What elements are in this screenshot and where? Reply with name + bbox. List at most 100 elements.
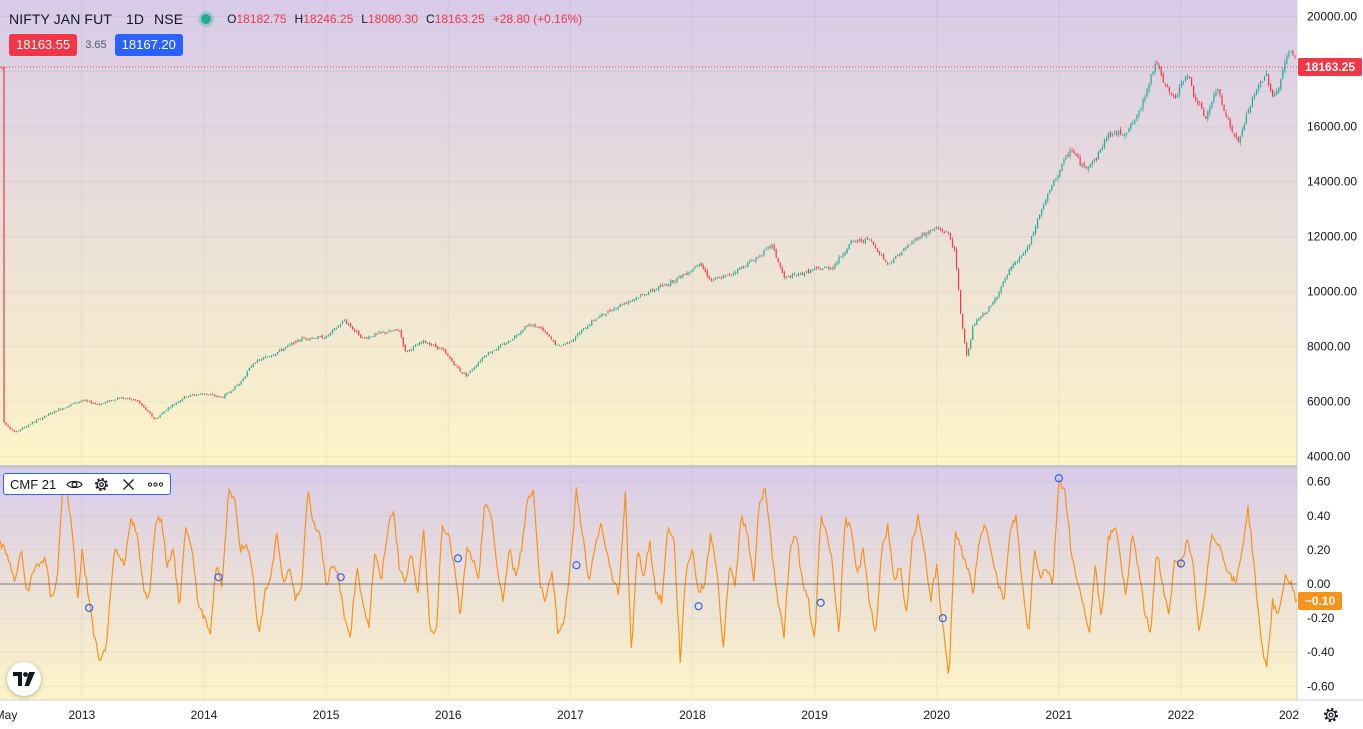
candle	[240, 380, 242, 386]
candle	[418, 341, 421, 346]
candle	[54, 410, 56, 414]
candle	[1231, 124, 1233, 134]
candle	[374, 332, 376, 338]
cmf-marker	[694, 602, 703, 611]
candle	[526, 324, 528, 328]
candle	[102, 403, 104, 405]
candle	[212, 392, 214, 396]
candle	[427, 342, 429, 345]
candle	[822, 268, 824, 271]
candle	[299, 338, 301, 343]
close-icon[interactable]	[120, 476, 137, 493]
candle	[370, 336, 372, 338]
candle	[171, 404, 173, 409]
candle	[514, 334, 516, 340]
candle	[19, 429, 21, 432]
ask-price-button[interactable]: 18167.20	[114, 34, 183, 56]
candle	[826, 266, 828, 269]
eye-icon[interactable]	[66, 476, 83, 493]
candle	[574, 335, 577, 342]
gear-icon[interactable]	[93, 476, 110, 493]
candle	[601, 313, 603, 318]
tradingview-logo[interactable]	[7, 662, 41, 696]
candle	[1186, 73, 1189, 80]
symbol-legend[interactable]: NIFTY JAN FUT 1D NSE O18182.75 H18246.25…	[9, 10, 582, 28]
candle	[333, 328, 335, 332]
candle	[1261, 80, 1264, 83]
symbol-name[interactable]: NIFTY JAN FUT	[9, 11, 112, 27]
candle	[1146, 87, 1148, 99]
more-icon[interactable]	[147, 476, 164, 493]
candle	[1099, 148, 1102, 154]
candle	[329, 332, 331, 337]
candle	[595, 319, 597, 322]
candle	[552, 339, 554, 342]
candle	[558, 344, 560, 346]
candle	[246, 370, 248, 378]
indicator-label[interactable]: CMF 21	[10, 476, 57, 492]
candle	[872, 241, 875, 246]
candle	[1188, 76, 1191, 79]
candle	[368, 335, 370, 340]
candle	[1217, 88, 1219, 94]
candle	[779, 262, 781, 270]
candle	[941, 228, 943, 234]
candle	[862, 239, 864, 244]
candle	[92, 402, 94, 405]
candle	[465, 371, 467, 378]
candle	[1006, 274, 1008, 280]
candle	[660, 283, 662, 288]
bid-price-button[interactable]: 18163.55	[9, 34, 78, 56]
candle	[451, 357, 453, 362]
candle	[1176, 93, 1179, 99]
candle	[98, 403, 100, 406]
candle	[137, 400, 139, 403]
candle	[688, 271, 690, 276]
candle	[43, 415, 46, 419]
candle	[953, 246, 956, 252]
close-prefix: C	[426, 12, 435, 26]
cmf-last-value-tag	[1298, 592, 1342, 611]
candle	[1014, 260, 1016, 266]
candle	[635, 296, 637, 301]
candle	[491, 350, 494, 355]
candle	[210, 393, 212, 396]
time-axis-area[interactable]	[0, 700, 1297, 729]
ohlc-values: O18182.75 H18246.25 L18080.30 C18163.25 …	[227, 12, 582, 26]
candle	[1024, 249, 1027, 256]
indicator-legend[interactable]: CMF 21	[3, 473, 172, 495]
candle	[911, 240, 913, 245]
candle	[1120, 126, 1122, 136]
candle	[165, 410, 167, 412]
candle	[222, 396, 224, 399]
settings-gear-icon[interactable]	[1322, 706, 1340, 724]
candle	[1211, 101, 1213, 109]
candle	[78, 401, 80, 404]
candle	[123, 397, 125, 400]
candle	[1239, 135, 1241, 146]
cmf-marker	[336, 573, 345, 582]
candle	[915, 237, 917, 242]
interval-label[interactable]: 1D	[125, 11, 145, 27]
candle	[593, 319, 595, 322]
pane-separator[interactable]	[0, 465, 1363, 468]
candle	[556, 344, 558, 346]
candle	[676, 277, 678, 284]
candle	[408, 349, 410, 353]
candle	[1065, 154, 1067, 161]
candle	[459, 366, 461, 372]
axis-labels: 4000.00 6000.00 8000.00 10000.00 12000.00 140…	[0, 10, 1362, 722]
candle	[1148, 82, 1150, 93]
candle	[1067, 151, 1069, 157]
candle	[366, 336, 368, 340]
candle	[848, 244, 850, 250]
candle	[1294, 54, 1296, 59]
candle	[254, 362, 256, 364]
candle	[37, 418, 40, 421]
candle	[864, 238, 866, 245]
candle	[832, 265, 834, 271]
candle	[66, 406, 68, 408]
candle	[1172, 93, 1174, 99]
